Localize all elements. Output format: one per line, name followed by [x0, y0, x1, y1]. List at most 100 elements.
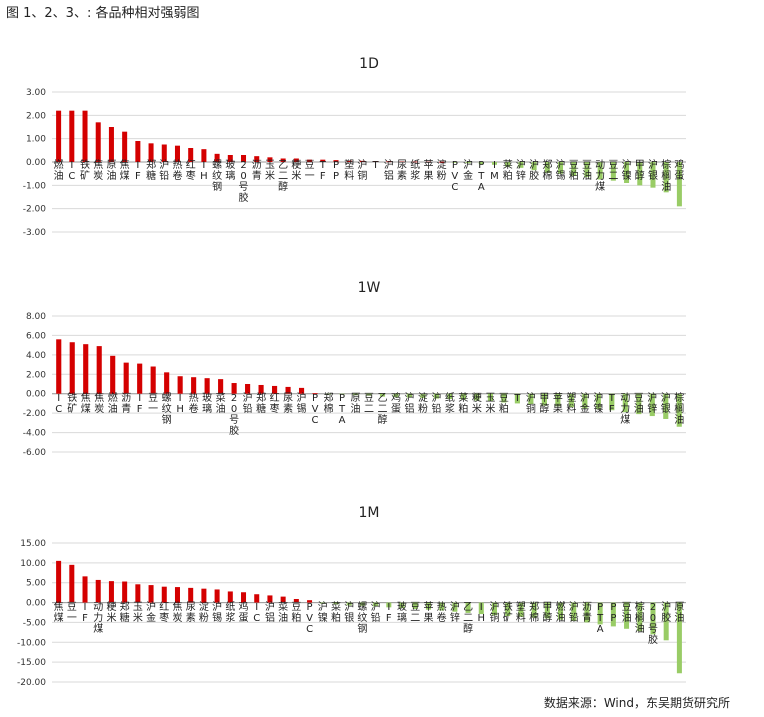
bar	[465, 162, 471, 164]
bar	[399, 602, 405, 609]
category-label: 沥青	[252, 159, 262, 182]
bar	[267, 157, 273, 162]
category-label: 沪铜	[526, 391, 536, 415]
category-label: 沪镍	[318, 600, 328, 624]
bar	[478, 162, 484, 165]
category-label: 沪铝	[404, 391, 414, 415]
category-label: 2 0 号胶	[229, 393, 239, 437]
bar	[624, 602, 630, 629]
category-label: 沪锡	[556, 158, 566, 182]
category-label: 沪镍	[593, 391, 603, 415]
category-label: 豆油	[582, 159, 592, 182]
bar	[69, 564, 75, 603]
bar	[491, 602, 497, 616]
category-label: 玉米	[485, 393, 495, 415]
bar	[610, 162, 616, 181]
bar	[649, 393, 655, 417]
bar	[245, 384, 251, 394]
category-label: 沥青	[582, 601, 592, 624]
category-label: 鸡蛋	[674, 158, 684, 182]
bar	[558, 162, 564, 174]
category-label: 沪银	[661, 391, 671, 415]
bar	[188, 148, 194, 162]
y-tick-label: -4.00	[23, 429, 47, 439]
bar	[204, 378, 210, 394]
category-label: 菜粕	[458, 392, 468, 415]
bar	[571, 162, 577, 176]
category-label: 沪胶	[529, 158, 539, 182]
y-tick-label: -3.00	[23, 228, 47, 238]
category-label: 燃油	[54, 158, 64, 182]
bar	[82, 110, 88, 162]
bar	[609, 393, 615, 411]
bar	[267, 595, 273, 603]
category-label: 甲醇	[635, 160, 645, 182]
bar	[164, 372, 170, 394]
bar	[346, 160, 352, 162]
bar	[231, 383, 237, 394]
category-label: 螺纹钢	[212, 159, 222, 193]
bar	[373, 602, 379, 607]
bar	[595, 393, 601, 410]
category-label: 铁矿	[67, 391, 77, 415]
bar	[325, 393, 332, 395]
y-tick-label: 0.00	[26, 158, 46, 168]
category-label: 豆一	[67, 601, 77, 624]
bar	[227, 155, 233, 162]
bar	[412, 602, 418, 609]
bar	[150, 366, 156, 394]
y-tick-label: -5.00	[23, 618, 47, 628]
bar	[201, 588, 207, 603]
bar	[177, 376, 183, 394]
category-label: 沪铝	[265, 600, 275, 624]
bar	[359, 602, 365, 606]
bar	[597, 602, 603, 625]
bar	[663, 162, 669, 193]
category-label: 沪锡	[212, 600, 222, 624]
bar	[528, 393, 534, 405]
category-label: 豆一	[148, 392, 158, 415]
bar	[439, 161, 445, 163]
chart-title-1: 1W	[358, 280, 381, 296]
category-label: 沪铅	[431, 391, 441, 415]
category-label: 2 0 号胶	[648, 602, 658, 646]
bar	[433, 393, 440, 399]
bar	[386, 602, 392, 608]
category-label: 沪胶	[661, 600, 671, 624]
bar	[293, 598, 299, 603]
category-label: 纸浆	[410, 158, 420, 182]
bar	[584, 602, 590, 623]
bar	[241, 155, 247, 162]
bar	[636, 393, 642, 415]
category-label: 菜油	[278, 601, 288, 624]
bar	[82, 576, 88, 603]
bar	[312, 393, 318, 395]
category-label: 鸡蛋	[391, 391, 401, 415]
category-label: 塑料	[566, 392, 576, 415]
bar	[320, 602, 326, 604]
category-label: 豆一	[305, 159, 315, 182]
category-label: 粳米	[472, 391, 482, 415]
category-label: 鸡蛋	[239, 600, 249, 624]
bar	[452, 602, 458, 612]
bar	[95, 122, 101, 162]
bar	[137, 363, 143, 394]
bar	[452, 162, 458, 163]
category-label: 玻璃	[225, 158, 235, 182]
bar	[333, 602, 339, 605]
bar	[582, 393, 588, 409]
category-label: 燃油	[556, 600, 566, 624]
bar	[584, 162, 590, 178]
bar	[333, 160, 339, 162]
category-label: 棕榈油	[661, 158, 671, 193]
bar	[558, 602, 564, 620]
bar	[420, 393, 426, 399]
